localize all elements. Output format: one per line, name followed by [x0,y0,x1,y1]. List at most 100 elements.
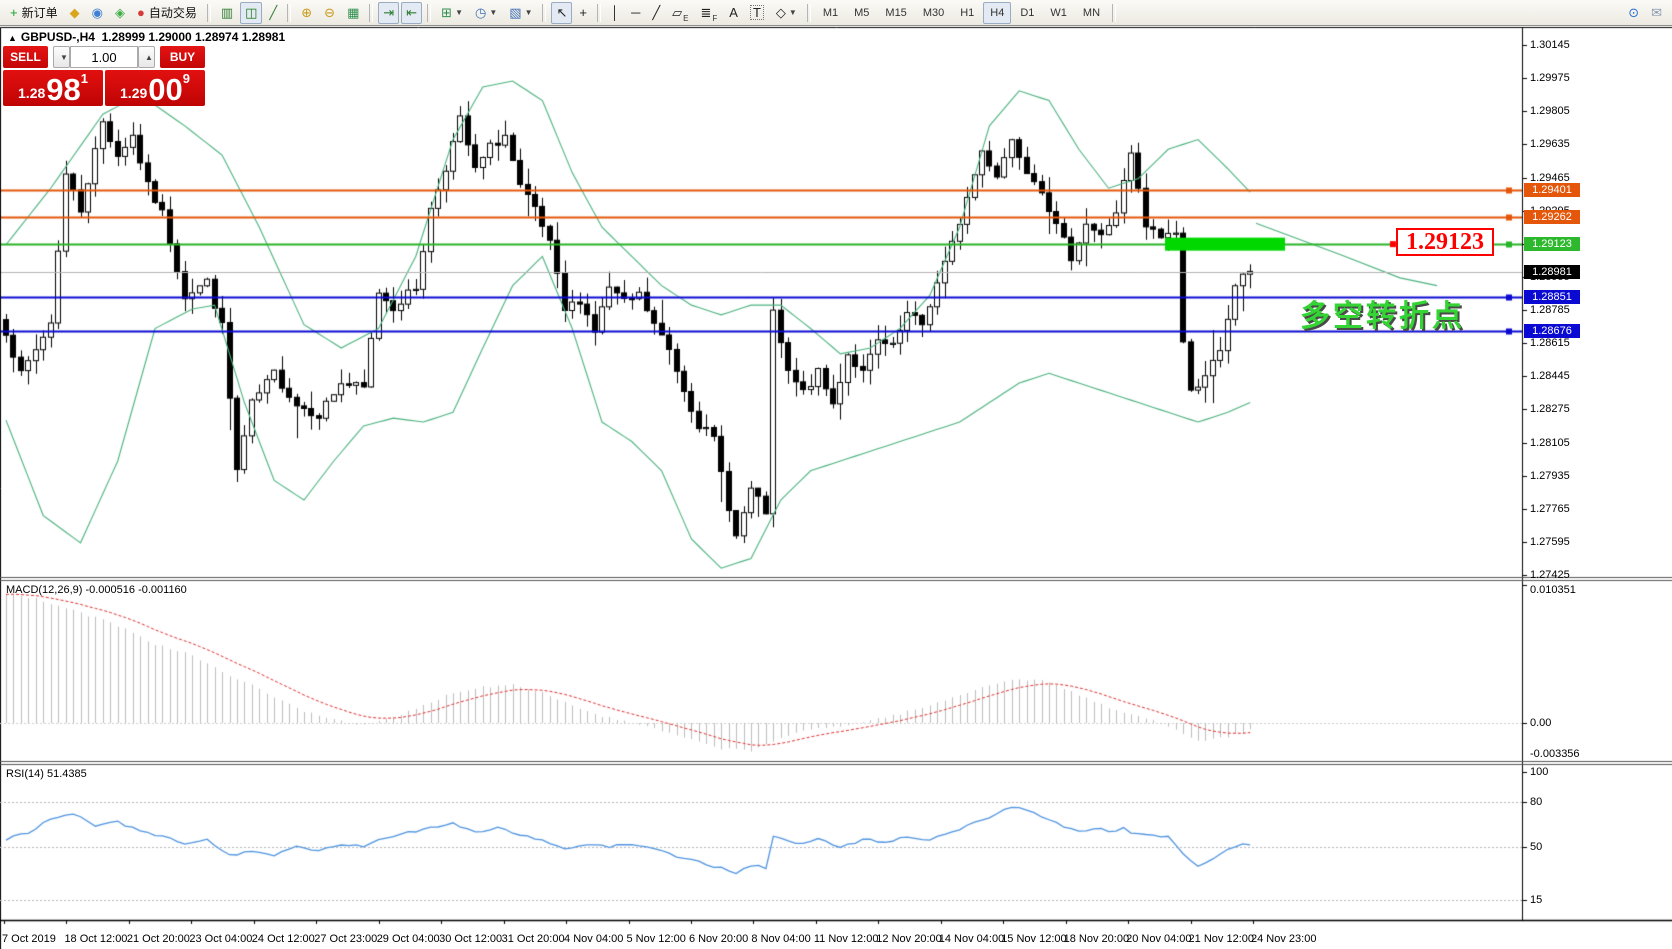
buy-price-sup: 9 [182,71,190,86]
sell-price-display[interactable]: 1.28 98 1 [3,70,103,106]
candlestick-chart-icon[interactable]: ◫ [240,1,263,24]
price-tick-label: 1.30145 [1530,39,1570,51]
price-tick-label: 1.27935 [1530,469,1570,482]
zoom-in-icon[interactable]: ⊕ [296,2,317,24]
toolbar-separator [596,3,601,22]
horizontal-line-icon[interactable]: ─ [626,2,645,24]
price-tick-label: 1.27595 [1530,535,1570,548]
auto-scroll-icon: ⇥ [383,5,395,20]
timeframe-m15-button[interactable]: M15 [885,6,907,19]
fibonacci-icon[interactable]: ≣ F [700,5,718,23]
text-icon: A [729,5,738,20]
volume-input[interactable] [70,46,138,68]
periods-dropdown[interactable]: ◷ ▼ [475,5,498,20]
search-icon[interactable]: ⊙ [1623,2,1644,24]
bar-chart-icon: ▥ [220,5,234,20]
time-axis-label: 14 Nov 04:00 [938,933,1005,945]
auto-trading-button[interactable]: ● 自动交易 [136,5,197,20]
price-tick-label: 1.28445 [1530,370,1570,383]
buy-price-display[interactable]: 1.29 00 9 [105,70,205,106]
chart-symbol-period: GBPUSD-,H4 [20,30,95,44]
time-axis-label: 27 Oct 23:00 [314,933,378,945]
collapse-trade-panel-icon[interactable]: ▲ [8,33,17,43]
community-profile-icon[interactable]: ◉ [87,2,108,24]
chart-title: ▲ GBPUSD-,H4 1.28999 1.29000 1.28974 1.28… [8,30,285,44]
time-axis-label: 4 Nov 04:00 [564,933,624,945]
cursor-icon[interactable]: ↖ [551,1,573,24]
line-chart-icon[interactable]: ╱ [264,2,282,24]
rsi-indicator-label: RSI(14) 51.4385 [6,768,87,780]
sell-button[interactable]: SELL [3,46,48,68]
search-icon: ⊙ [1628,5,1640,20]
line-chart-icon: ╱ [269,5,278,20]
bar-chart-icon[interactable]: ▥ [216,2,238,24]
volume-increase-button[interactable]: ▲ [138,46,155,68]
price-tick-label: 1.28615 [1530,337,1570,350]
macd-tick-label: 0.00 [1530,717,1552,729]
price-tick-label: 1.29635 [1530,138,1570,151]
price-tick-label: 1.27425 [1530,569,1570,581]
price-tag: 1.28981 [1524,264,1580,279]
buy-button[interactable]: BUY [160,46,205,68]
arrows-dropdown[interactable]: ◇ ▼ [775,5,797,20]
timeframe-m5-button[interactable]: M5 [854,6,870,19]
sell-price-big: 98 [46,71,81,107]
community-profile-icon: ◉ [91,5,103,20]
toolbar-separator [806,3,811,22]
rsi-tick-label: 80 [1530,796,1543,808]
time-axis-label: 7 Oct 2019 [2,933,56,945]
timeframe-d1-button[interactable]: D1 [1020,6,1035,19]
new-order-button: + [10,5,18,20]
chart-shift-icon[interactable]: ⇤ [401,1,423,24]
time-axis-label: 5 Nov 12:00 [626,933,686,945]
tile-windows-icon[interactable]: ▦ [342,2,364,24]
time-axis-label: 15 Nov 12:00 [1001,933,1067,945]
price-tick-label: 1.28275 [1530,403,1570,416]
chart-ohlc-values: 1.28999 1.29000 1.28974 1.28981 [101,30,286,44]
macd-tick-label: -0.003356 [1530,748,1580,760]
text-label-icon[interactable]: T [745,2,769,24]
trendline-icon: ╱ [652,5,661,20]
rsi-tick-label: 50 [1530,841,1543,853]
text-icon[interactable]: A [724,2,743,24]
price-tick-label: 1.29975 [1530,72,1570,85]
timeframe-w1-button[interactable]: W1 [1050,6,1067,19]
chat-icon: ✉ [1651,5,1662,20]
volume-decrease-button[interactable]: ▼ [53,46,70,68]
zoom-out-icon: ⊖ [324,5,336,20]
text-label-icon: T [749,5,764,20]
equidistant-channel-icon[interactable]: ▱ E [672,5,689,23]
toolbar-separator [287,3,292,22]
macd-indicator-label: MACD(12,26,9) -0.000516 -0.001160 [6,584,187,596]
trendline-icon[interactable]: ╱ [647,2,665,24]
rsi-tick-label: 15 [1530,893,1543,906]
indicators-dropdown[interactable]: ⊞ ▼ [441,5,463,20]
templates-dropdown[interactable]: ▧ ▼ [509,5,533,20]
price-callout-label[interactable]: 1.29123 [1396,228,1494,256]
new-order-button[interactable]: + 新订单 [10,5,58,20]
timeframe-h4-button[interactable]: H4 [983,1,1012,24]
timeframe-h1-button[interactable]: H1 [960,6,975,19]
price-tick-label: 1.29805 [1530,105,1570,118]
price-tick-label: 1.28105 [1530,436,1570,449]
chat-icon[interactable]: ✉ [1646,2,1667,24]
zoom-out-icon[interactable]: ⊖ [319,2,340,24]
vertical-line-icon[interactable]: │ [606,2,624,24]
time-axis-label: 11 Nov 12:00 [813,933,879,945]
timeframe-mn-button[interactable]: MN [1082,6,1101,19]
price-tag: 1.29262 [1524,210,1580,225]
timeframe-m30-button[interactable]: M30 [922,6,945,19]
macd-tick-label: 0.010351 [1530,584,1576,596]
metaeditor-icon[interactable]: ◆ [65,2,85,24]
zoom-in-icon: ⊕ [301,5,313,20]
toolbar-separator [542,3,547,22]
timeframe-m1-button[interactable]: M1 [822,6,839,19]
crosshair-icon[interactable]: + [574,2,592,24]
candlestick-chart-icon: ◫ [245,5,258,20]
auto-scroll-icon[interactable]: ⇥ [378,1,400,24]
signals-icon[interactable]: ◈ [110,2,130,24]
chinese-annotation[interactable]: 多空转折点 [1300,300,1465,333]
